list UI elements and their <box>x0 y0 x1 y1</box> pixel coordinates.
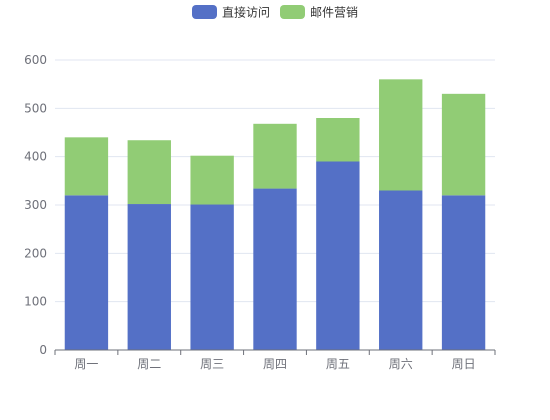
bar-email-marketing-3[interactable] <box>253 123 297 189</box>
x-tick-label: 周四 <box>263 357 287 371</box>
legend-label: 邮件营销 <box>310 6 358 20</box>
bar-direct-visit-4[interactable] <box>316 161 360 351</box>
bar-email-marketing-2[interactable] <box>190 155 234 205</box>
legend-swatch <box>192 5 217 19</box>
bar-email-marketing-6[interactable] <box>441 93 486 196</box>
x-tick-label: 周五 <box>326 357 350 371</box>
bars[interactable] <box>64 79 486 351</box>
legend-swatch <box>280 5 305 19</box>
x-axis: 周一 周二 周三 周四 周五 周六 周日 <box>54 349 496 371</box>
y-tick-label: 400 <box>24 150 47 164</box>
x-tick-label: 周三 <box>200 357 224 371</box>
y-tick-label: 500 <box>24 101 47 115</box>
bar-direct-visit-3[interactable] <box>253 188 297 350</box>
bar-direct-visit-6[interactable] <box>441 195 486 350</box>
bar-direct-visit-2[interactable] <box>190 204 234 350</box>
bar-email-marketing-1[interactable] <box>127 140 171 205</box>
y-tick-label: 300 <box>24 198 47 212</box>
x-tick-label: 周二 <box>137 357 161 371</box>
x-tick-label: 周一 <box>74 357 98 371</box>
bar-email-marketing-5[interactable] <box>379 79 423 191</box>
legend[interactable]: 直接访问 邮件营销 <box>192 5 358 20</box>
x-tick-label: 周日 <box>452 357 476 371</box>
bar-direct-visit-1[interactable] <box>127 204 171 350</box>
y-tick-label: 200 <box>24 246 47 260</box>
legend-item[interactable]: 邮件营销 <box>280 5 358 20</box>
bar-direct-visit-5[interactable] <box>379 190 423 351</box>
x-tick-label: 周六 <box>389 357 413 371</box>
legend-label: 直接访问 <box>222 5 270 20</box>
legend-item[interactable]: 直接访问 <box>192 5 270 20</box>
bar-direct-visit-0[interactable] <box>64 195 109 350</box>
y-tick-label: 100 <box>24 295 47 309</box>
bar-email-marketing-0[interactable] <box>64 137 109 196</box>
y-tick-label: 0 <box>39 343 47 357</box>
bar-email-marketing-4[interactable] <box>316 118 360 162</box>
y-axis: 0 100 200 300 400 500 600 <box>24 53 47 357</box>
y-tick-label: 600 <box>24 53 47 67</box>
